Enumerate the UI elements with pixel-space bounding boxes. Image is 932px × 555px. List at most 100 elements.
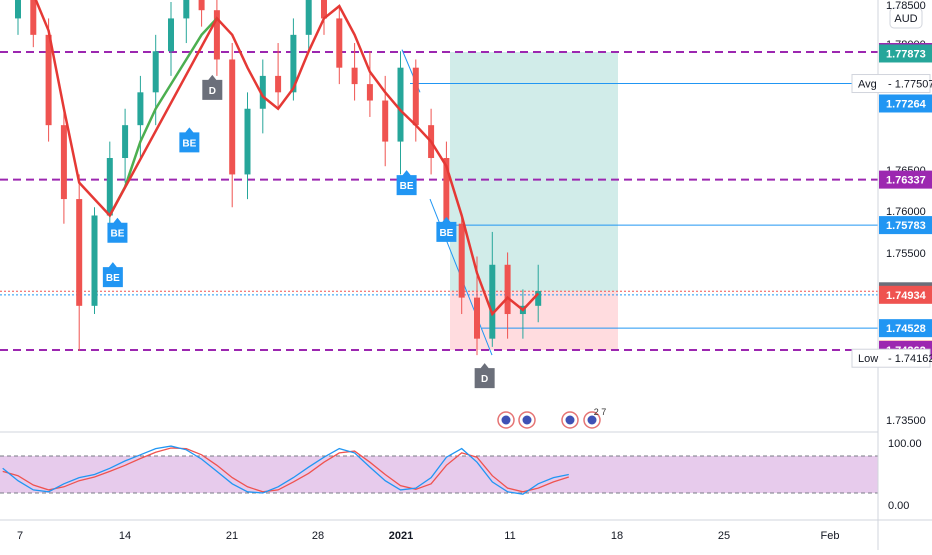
candle-body-22 — [351, 67, 358, 85]
price-tag-2-value: - 1.77507 — [888, 79, 932, 91]
candle-body-11 — [183, 0, 190, 19]
y-tick-3: 1.76000 — [886, 206, 926, 218]
currency-label[interactable]: AUD — [894, 13, 917, 25]
time-axis[interactable]: 7 14 21 28 2021 11 18 25 Feb — [0, 519, 932, 542]
marker-shape — [396, 170, 417, 196]
marker-label: BE — [182, 138, 196, 149]
candle-body-21 — [336, 18, 343, 68]
candle-body-8 — [137, 92, 144, 126]
candle-body-29 — [458, 223, 465, 298]
marker-be-2[interactable]: BE — [107, 217, 128, 243]
signal-markers[interactable]: BEBEBEBEDBEBED — [0, 0, 495, 389]
marker-label: BE — [439, 228, 453, 239]
marker-shape — [179, 127, 200, 153]
position-zones — [450, 52, 618, 350]
candle-body-28 — [443, 158, 450, 224]
candle-body-6 — [106, 158, 113, 216]
price-tag-2-box — [851, 74, 931, 94]
candle-body-23 — [366, 84, 373, 101]
x-tick-0: 7 — [17, 530, 23, 542]
moving-averages — [34, 0, 540, 317]
price-tag-11-name: Low — [858, 353, 878, 365]
calendar-badge-2[interactable] — [561, 411, 579, 429]
price-tag-1: 1.77873 — [886, 48, 926, 60]
x-tick-7: 25 — [718, 530, 730, 542]
candle-body-14 — [229, 59, 236, 175]
x-tick-2: 21 — [226, 530, 238, 542]
y-tick-0: 1.78500 — [886, 0, 926, 12]
y-tick-5: 1.73500 — [886, 415, 926, 427]
candle-body-9 — [152, 51, 159, 93]
marker-d-4[interactable]: D — [202, 74, 223, 100]
stochastic-oscillator — [0, 431, 932, 495]
x-tick-6: 18 — [611, 530, 623, 542]
flag-icon-inner — [565, 415, 575, 425]
flag-icon-inner — [587, 415, 597, 425]
calendar-badge-3[interactable] — [583, 411, 601, 429]
horizontal-levels — [0, 49, 878, 356]
calendar-badges[interactable]: 2 7 — [497, 407, 607, 429]
price-tag-1-box — [879, 44, 932, 63]
price-tag-3-box — [879, 94, 932, 113]
price-tag-11-box — [851, 348, 931, 368]
marker-shape — [107, 217, 128, 243]
flag-icon-inner — [501, 415, 511, 425]
target-zone — [450, 52, 618, 292]
calendar-badge-4[interactable]: 2 7 — [594, 407, 607, 417]
candle-body-4 — [76, 199, 83, 306]
marker-label: D — [209, 86, 216, 97]
x-tick-8: Feb — [821, 530, 840, 542]
price-tag-5-box — [879, 216, 932, 235]
candle-body-13 — [213, 10, 220, 60]
candle-body-2 — [45, 34, 52, 126]
marker-shape — [474, 363, 495, 389]
calendar-badge-1[interactable] — [518, 411, 536, 429]
osc-y-tick-1: 0.00 — [888, 500, 909, 512]
ma-green-line — [108, 17, 218, 217]
stoch-d-line — [2, 447, 569, 493]
price-tag-8: 1.74528 — [886, 323, 926, 335]
candle-body-15 — [244, 108, 251, 175]
marker-shape — [102, 262, 123, 288]
marker-d-7[interactable]: D — [474, 363, 495, 389]
candle-body-26 — [412, 67, 419, 126]
price-tag-7: 1.74934 — [886, 290, 927, 302]
badge-count: 2 7 — [594, 407, 607, 417]
calendar-badge-0[interactable] — [497, 411, 515, 429]
x-tick-3: 28 — [312, 530, 324, 542]
y-tick-4: 1.75500 — [886, 248, 926, 260]
marker-be-1[interactable]: BE — [102, 262, 123, 288]
candle-body-34 — [535, 291, 542, 306]
candle-body-31 — [489, 264, 496, 339]
price-tag-8-box — [879, 319, 932, 338]
candle-body-0 — [15, 0, 21, 19]
price-axis[interactable]: AUD1.785001.780001.765001.760001.755001.… — [851, 0, 932, 550]
price-tag-5: 1.75783 — [886, 220, 926, 232]
marker-label: BE — [400, 181, 414, 192]
marker-shape — [436, 216, 457, 242]
marker-shape — [202, 74, 223, 100]
marker-be-5[interactable]: BE — [396, 170, 417, 196]
candles — [15, 0, 542, 356]
candle-body-18 — [290, 34, 297, 93]
marker-label: D — [481, 374, 488, 385]
price-tag-11-value: - 1.74162 — [888, 353, 932, 365]
candle-body-20 — [321, 0, 327, 19]
x-tick-5: 11 — [504, 530, 515, 542]
candle-body-25 — [397, 67, 404, 142]
currency-box[interactable] — [889, 7, 923, 29]
price-tag-4: 1.76337 — [886, 175, 926, 187]
candle-body-17 — [275, 75, 282, 93]
candle-body-1 — [30, 0, 37, 35]
marker-be-3[interactable]: BE — [179, 127, 200, 153]
marker-be-6[interactable]: BE — [436, 216, 457, 242]
candle-body-16 — [259, 75, 266, 109]
osc-y-tick-0: 100.00 — [888, 438, 922, 450]
flag-icon-inner — [522, 415, 532, 425]
candle-body-12 — [198, 0, 205, 11]
ma-red-line — [34, 0, 540, 317]
candle-body-7 — [122, 125, 129, 159]
price-tag-3: 1.77264 — [886, 98, 927, 110]
